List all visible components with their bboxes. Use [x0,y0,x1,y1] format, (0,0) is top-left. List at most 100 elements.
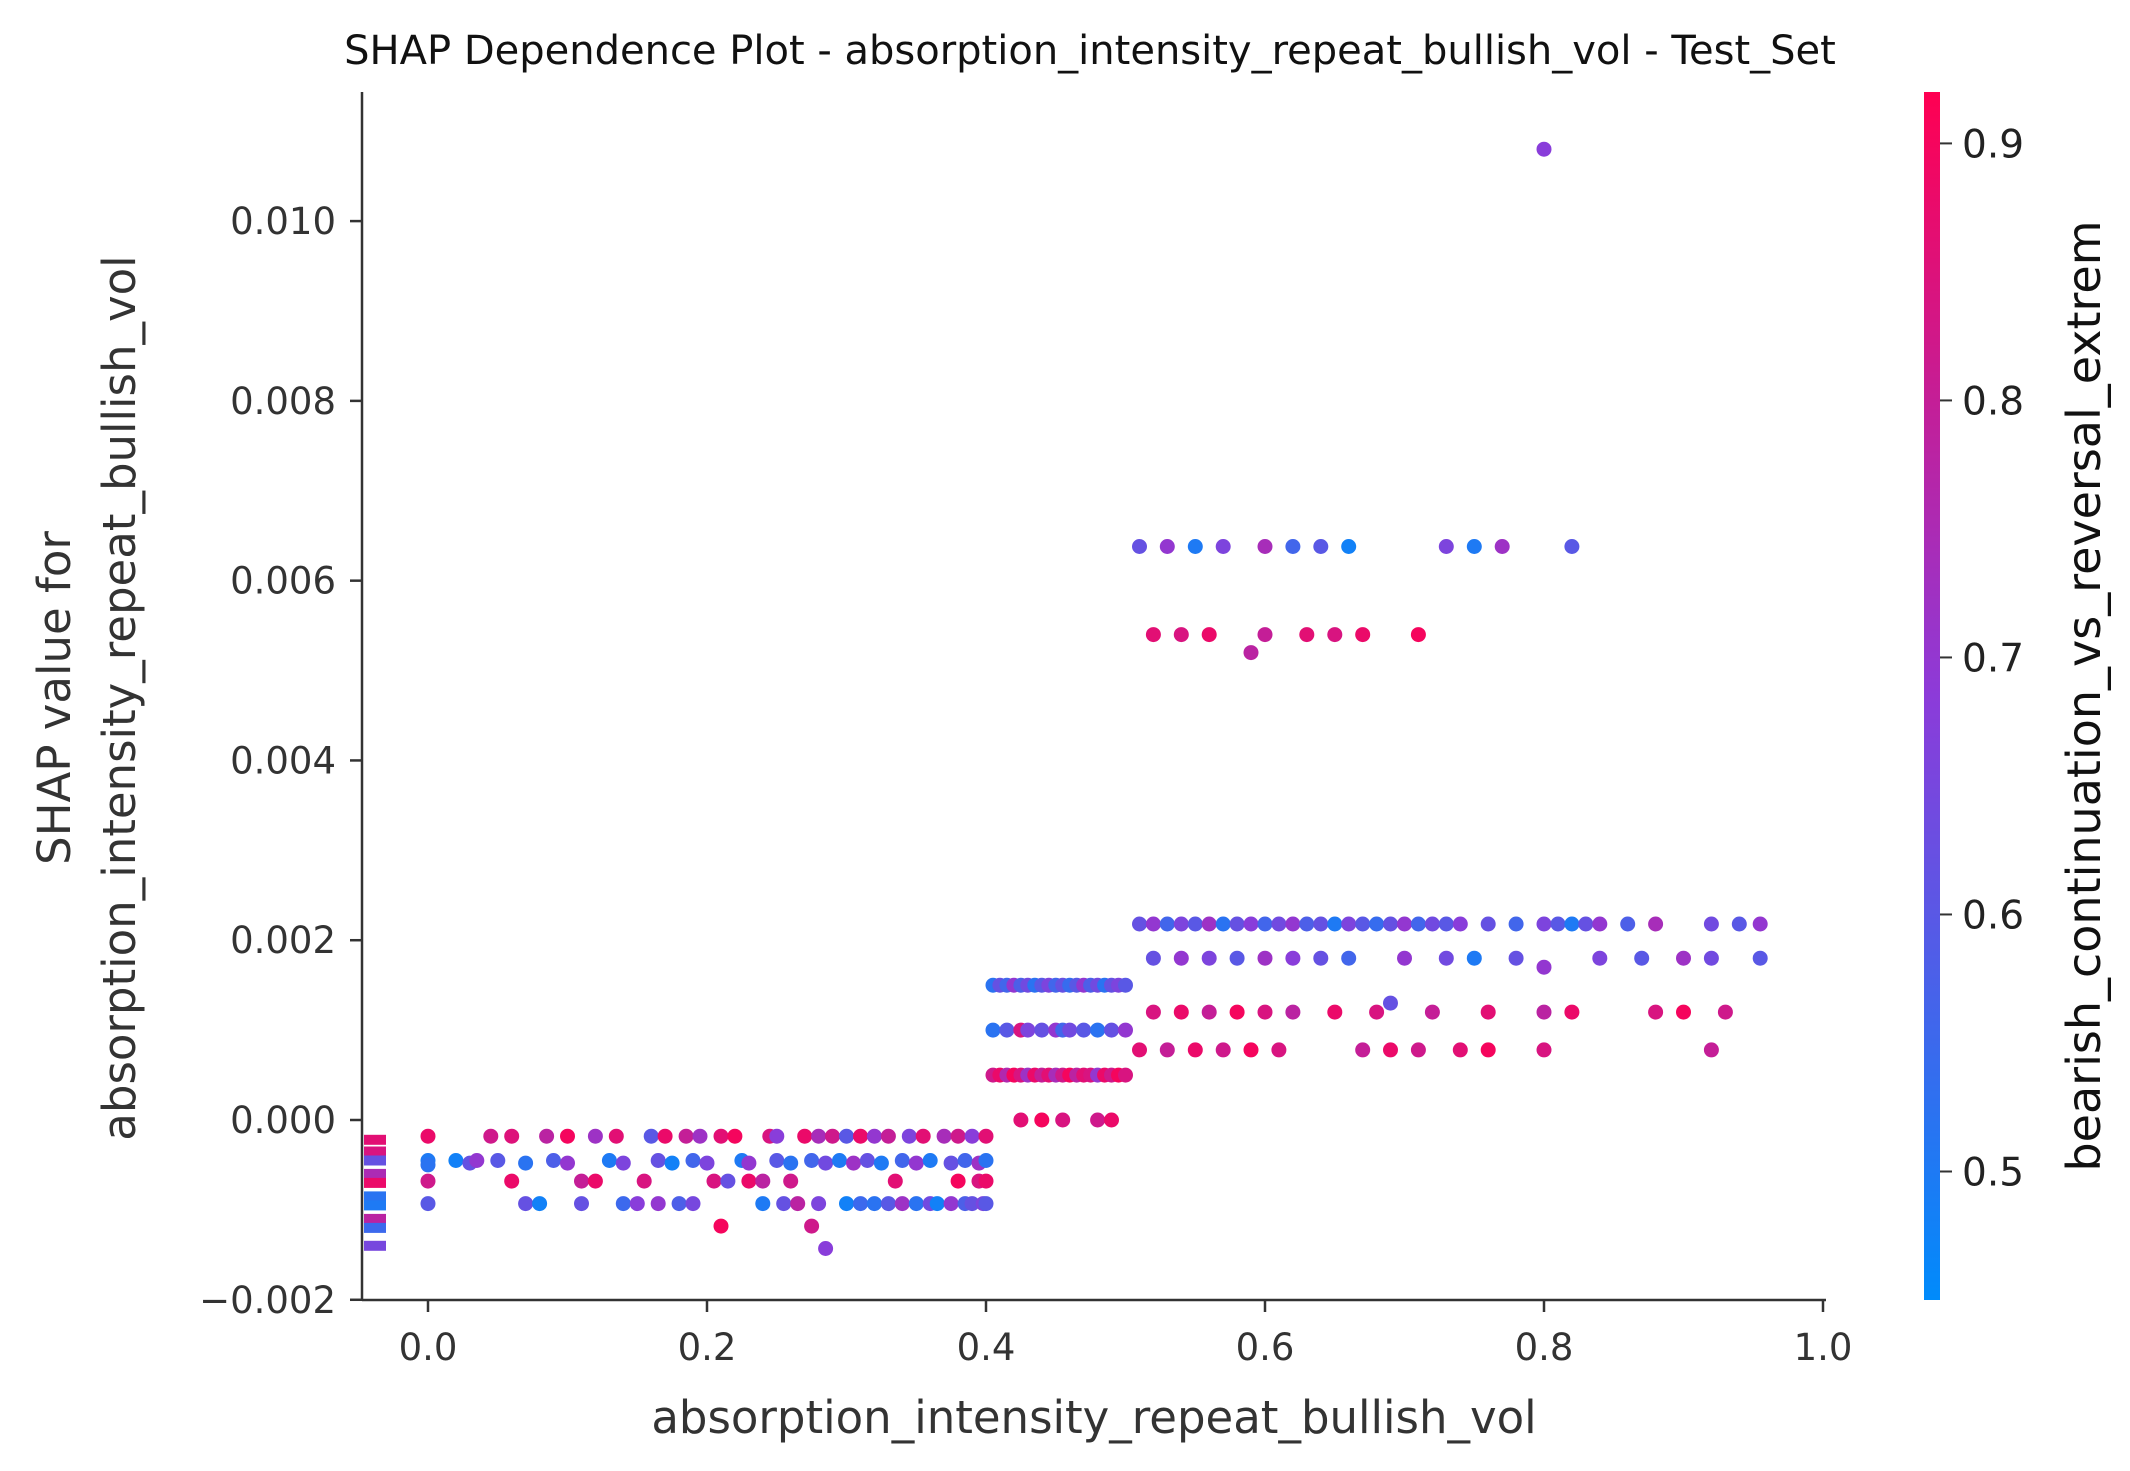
scatter-point [818,1241,834,1256]
scatter-point [1564,916,1580,932]
scatter-point [1676,950,1691,966]
scatter-point [727,1128,743,1144]
scatter-point [1201,1004,1217,1020]
scatter-point [699,1155,715,1171]
scatter-point [1438,916,1454,932]
scatter-point [741,1173,757,1189]
x-axis-ticks: 0.0 0.2 0.4 0.6 0.8 1.0 [399,1300,1853,1369]
scatter-point [1424,916,1440,932]
scatter-point [1229,950,1245,966]
scatter-point [1145,1004,1161,1020]
scatter-point [1257,539,1273,554]
scatter-point [1508,950,1524,966]
colorbar-title: bearish_continuation_vs_reversal_extrem [2057,220,2111,1171]
scatter-point [1215,539,1231,554]
scatter-point [1578,916,1594,932]
scatter-point [1285,950,1301,966]
scatter-point [1341,916,1357,932]
x-tick-label: 0.2 [678,1326,737,1369]
scatter-point [755,1196,771,1212]
scatter-point [755,1173,771,1189]
y-tick-label: 0.010 [230,200,336,243]
scatter-point [832,1153,847,1168]
scatter-point [1173,916,1189,932]
scatter-point [866,1128,882,1144]
scatter-point [1327,627,1343,643]
scatter-point [887,1173,903,1189]
missing-value-marker [364,1240,386,1251]
scatter-point [560,1128,575,1144]
scatter-point [811,1128,827,1144]
scatter-point [1187,1042,1203,1058]
scatter-point [839,1196,854,1212]
scatter-point [1341,539,1357,554]
scatter-point [908,1155,924,1171]
x-axis-title: absorption_intensity_repeat_bullish_vol [651,1391,1536,1444]
scatter-point [1062,1022,1078,1038]
scatter-point [1355,916,1371,932]
scatter-point [1271,1042,1287,1058]
scatter-point [866,1196,882,1212]
scatter-point [1159,539,1175,554]
scatter-point [1055,1112,1071,1128]
scatter-point [1327,1004,1343,1020]
scatter-point [1452,1042,1468,1058]
scatter-point [741,1155,757,1171]
scatter-point [859,1153,875,1168]
scatter-point [420,1128,436,1144]
scatter-point [1383,995,1398,1011]
scatter-point [1201,950,1217,966]
x-tick-label: 0.8 [1515,1326,1574,1369]
scatter-point [1132,539,1147,554]
scatter-point [1271,916,1287,932]
scatter-point [825,1128,840,1144]
scatter-point [1285,1004,1301,1020]
scatter-point [1159,916,1175,932]
missing-value-marker [364,1134,386,1145]
scatter-point [1145,627,1161,643]
scatter-point [1703,1042,1719,1058]
scatter-point [664,1155,680,1171]
scatter-point [769,1153,785,1168]
x-tick-label: 1.0 [1794,1326,1853,1369]
scatter-point [1703,950,1719,966]
scatter-point [1592,950,1608,966]
scatter-point [532,1196,548,1212]
scatter-point [1090,1112,1106,1128]
scatter-point [1620,916,1636,932]
scatter-point [504,1173,520,1189]
scatter-point [1397,916,1412,932]
scatter-point [420,1173,436,1189]
scatter-point [1752,950,1768,966]
missing-value-marker [364,1222,386,1233]
colorbar-ticks: 0.5 0.6 0.7 0.8 0.9 [1940,122,2024,1195]
y-tick-label: 0.008 [230,380,336,423]
scatter-point [636,1173,652,1189]
scatter-point [978,1128,994,1144]
scatter-point [964,1196,980,1212]
scatter-point [957,1153,973,1168]
scatter-point [818,1155,834,1171]
missing-value-marker [364,1146,386,1157]
scatter-point [1034,1112,1050,1128]
y-tick-label: −0.002 [199,1279,336,1322]
scatter-point [1187,916,1203,932]
scatter-point [1508,916,1524,932]
scatter-point [776,1196,792,1212]
scatter-point [518,1196,534,1212]
scatter-point [1132,916,1147,932]
scatter-point [936,1128,952,1144]
scatter-point [1257,627,1273,643]
scatter-point [783,1155,799,1171]
scatter-point [1257,916,1273,932]
scatter-point [1243,916,1259,932]
missing-value-marker [364,1177,386,1188]
scatter-point [1438,539,1454,554]
scatter-point [804,1218,820,1234]
scatter-point [420,1157,436,1173]
scatter-point [546,1153,561,1168]
scatter-point [1229,1004,1245,1020]
scatter-point [671,1196,687,1212]
scatter-point [518,1155,534,1171]
